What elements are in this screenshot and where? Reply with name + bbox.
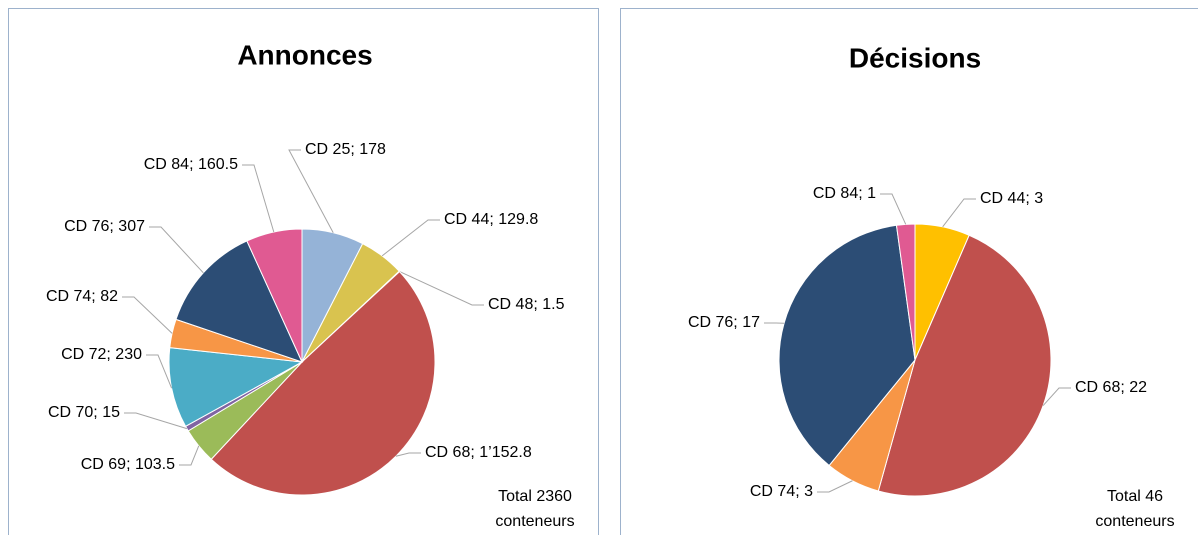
leader-line <box>395 452 421 457</box>
leader-line <box>381 219 440 257</box>
leader-line <box>242 164 275 233</box>
data-label: CD 70; 15 <box>48 404 120 421</box>
data-label: CD 76; 307 <box>64 218 145 235</box>
data-label: CD 68; 22 <box>1075 379 1147 396</box>
pie-slice <box>246 228 303 363</box>
leader-line <box>146 354 173 389</box>
annotation: conteneurs <box>1095 513 1174 530</box>
data-label: CD 74; 82 <box>46 288 118 305</box>
leader-line <box>399 270 484 306</box>
chart-title: Annonces <box>237 39 372 70</box>
annotation: conteneurs <box>495 513 574 530</box>
leader-line <box>179 445 200 466</box>
annotation: Total 2360 <box>498 488 572 505</box>
chart-title: Décisions <box>849 42 981 73</box>
leader-line <box>1042 387 1071 406</box>
leader-line <box>122 296 173 334</box>
panel <box>8 8 599 535</box>
data-label: CD 69; 103.5 <box>81 456 175 473</box>
annotation: Total 46 <box>1107 488 1163 505</box>
data-label: CD 68; 1’152.8 <box>425 444 532 461</box>
pie-slice <box>778 224 916 467</box>
pie-slice <box>895 223 916 361</box>
leader-line <box>942 198 976 228</box>
panel <box>620 8 1198 535</box>
data-label: CD 48; 1.5 <box>488 296 565 313</box>
leader-line <box>288 149 334 233</box>
pie-slice <box>168 347 304 427</box>
pie-slice <box>210 270 436 496</box>
data-label: CD 25; 178 <box>305 141 386 158</box>
data-label: CD 74; 3 <box>750 483 813 500</box>
data-label: CD 72; 230 <box>61 346 142 363</box>
leader-line <box>149 226 204 274</box>
pie-slice <box>877 234 1052 497</box>
pie-slice <box>175 240 303 363</box>
data-label: CD 76; 17 <box>688 314 760 331</box>
data-label: CD 84; 1 <box>813 185 876 202</box>
data-label: CD 84; 160.5 <box>144 156 238 173</box>
leader-line <box>817 480 853 493</box>
leader-line <box>880 193 907 225</box>
leader-line <box>124 412 188 430</box>
data-label: CD 44; 129.8 <box>444 211 538 228</box>
data-label: CD 44; 3 <box>980 190 1043 207</box>
